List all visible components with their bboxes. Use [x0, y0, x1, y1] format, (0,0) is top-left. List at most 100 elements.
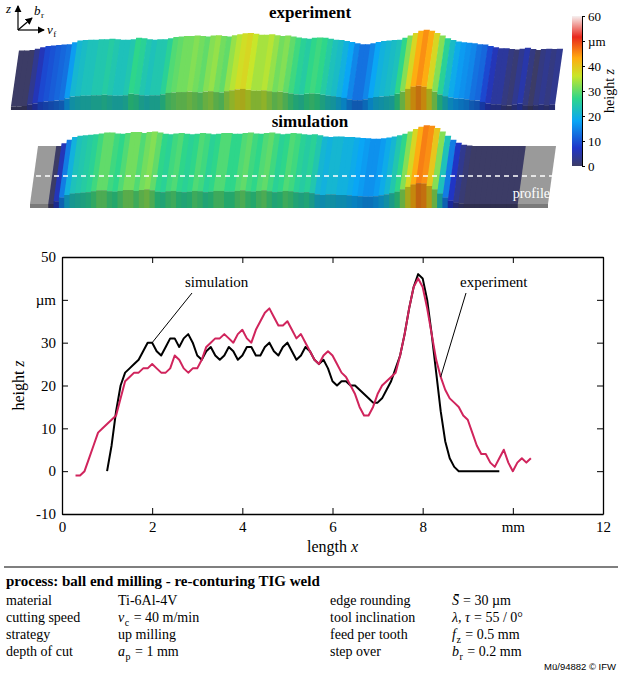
x-tick-label: 2	[149, 519, 157, 535]
surface-slice-side	[117, 191, 123, 208]
table-label: cutting speed	[6, 610, 80, 625]
surface-slice-side	[496, 104, 502, 110]
table-subscript: p	[126, 651, 131, 662]
table-symbol: λ, τ	[451, 610, 471, 625]
x-tick-label: 8	[419, 519, 427, 535]
y-right-tick-mark	[597, 428, 603, 429]
y-tick-label: 10	[41, 421, 56, 437]
icon-subscript: f	[53, 29, 56, 39]
surface-slice-side	[474, 101, 480, 110]
surface-slice-side	[139, 95, 145, 110]
colorbar-title: height z	[602, 68, 617, 113]
x-top-tick	[62, 257, 63, 263]
surface-slice-side	[448, 201, 454, 208]
surface-slice-side	[384, 195, 390, 208]
icon-arrow	[17, 6, 18, 30]
profile-line	[36, 175, 552, 177]
surface-slice-side	[160, 192, 166, 208]
surface-slice-side	[437, 194, 443, 208]
surface-slice-side	[123, 95, 129, 110]
y-tick: 0	[49, 463, 69, 479]
colorbar-tick-mark	[582, 16, 585, 17]
y-tick-mark	[62, 343, 68, 344]
colorbar-tick-mark	[582, 141, 585, 142]
separator	[4, 566, 618, 567]
surface-slice-side	[59, 100, 65, 110]
table-value: = 0.2 mm	[467, 644, 521, 659]
surface-slice-side	[533, 105, 539, 110]
x-tick-mark	[152, 508, 153, 514]
surface-slice-side	[128, 190, 134, 208]
surface-slice-side	[378, 195, 384, 208]
y-right-tick-mark	[597, 386, 603, 387]
surface-slice-side	[192, 92, 198, 110]
table-symbol: a	[118, 644, 125, 659]
surface-slice-side	[139, 190, 145, 208]
surface-slice-side	[528, 106, 534, 110]
y-right-tick	[597, 471, 603, 472]
surface-slice-side	[331, 96, 337, 110]
surface-slice-side	[517, 104, 523, 110]
surface-slice-side	[70, 97, 76, 110]
y-right-tick-mark	[597, 300, 603, 301]
x-top-tick	[423, 257, 424, 263]
surface-slice-side	[27, 105, 33, 110]
surface-slice-side	[480, 102, 486, 110]
surface-slice-side	[219, 93, 225, 111]
surface-slice-side	[485, 204, 491, 208]
surface-slice-side	[101, 191, 107, 209]
x-top-tick-mark	[513, 257, 514, 263]
x-tick-mark	[333, 508, 334, 514]
surface-slice-side	[32, 103, 38, 110]
x-tick: mm	[502, 508, 526, 535]
surface-slice-side	[240, 89, 246, 110]
surface-slice-side	[75, 193, 81, 208]
surface-slice-side	[421, 184, 427, 208]
surface-slice-side	[64, 195, 70, 208]
y-tick-mark	[62, 471, 68, 472]
axes-icon: zbrvf	[5, 1, 56, 39]
surface-slice-side	[544, 105, 550, 110]
x-top-tick-mark	[152, 257, 153, 263]
surface-slice-side	[208, 192, 214, 208]
surface-slice-side	[512, 105, 518, 110]
surface-slice-side	[11, 106, 17, 110]
surface-slice-side	[59, 198, 65, 208]
x-tick-label: 4	[239, 519, 247, 535]
surface-slice-side	[144, 190, 150, 208]
colorbar-tick-mark	[582, 91, 585, 92]
table-label: strategy	[6, 627, 50, 642]
surface-slice-side	[474, 204, 480, 208]
surface	[11, 30, 563, 110]
surface-slice-side	[203, 192, 209, 208]
surface-slice-side	[133, 94, 139, 110]
colorbar-tick: 0	[582, 159, 595, 174]
y-tick: 30	[41, 335, 68, 351]
x-top-tick	[513, 257, 514, 263]
surface-slice-side	[469, 204, 475, 208]
table-label: edge rounding	[330, 593, 410, 608]
y-tick-label: µm	[36, 292, 57, 308]
surface-slice-side	[213, 92, 219, 110]
surface-slice	[549, 49, 563, 105]
y-tick-label: -10	[36, 506, 56, 522]
table-subscript: r	[460, 651, 464, 662]
surface-slice-side	[165, 191, 171, 208]
series-label: simulation	[185, 274, 249, 290]
surface-slice-side	[261, 90, 267, 110]
surface-slice-side	[117, 96, 123, 110]
surface-slice-side	[299, 95, 305, 110]
surface-slice-side	[442, 198, 448, 208]
surface-slice-side	[341, 98, 347, 110]
y-right-tick	[597, 257, 603, 258]
icon-label: v	[47, 22, 53, 37]
surface-slice-side	[410, 87, 416, 110]
colorbar	[572, 16, 582, 166]
surface-slice-side	[16, 106, 22, 110]
colorbar-tick: 10	[582, 134, 601, 149]
surface-slice-side	[432, 92, 438, 110]
surface-slice-side	[235, 191, 241, 208]
y-tick-mark	[62, 386, 68, 387]
surface-slice-side	[368, 197, 374, 208]
surface-slice-side	[155, 192, 161, 208]
